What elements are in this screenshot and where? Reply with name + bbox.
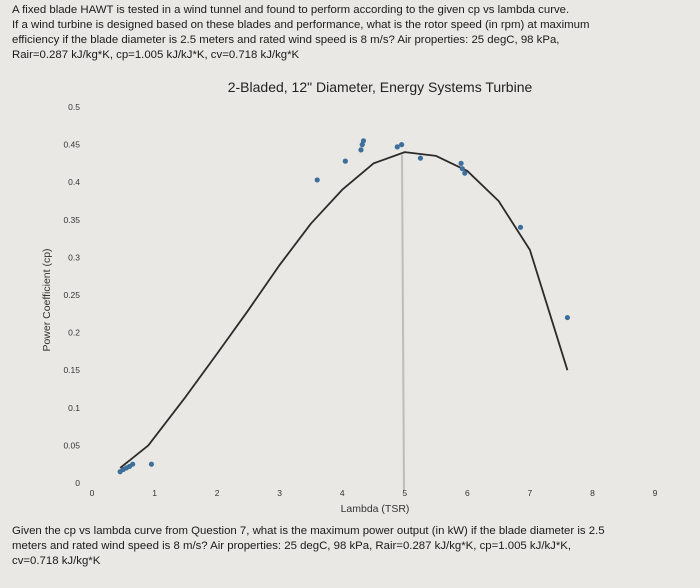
data-point bbox=[342, 158, 348, 164]
question-top-line: Rair=0.287 kJ/kg*K, cp=1.005 kJ/kJ*K, cv… bbox=[12, 49, 300, 61]
y-tick-label: 0.4 bbox=[68, 177, 80, 187]
x-tick-label: 7 bbox=[528, 488, 533, 498]
x-tick-label: 5 bbox=[402, 488, 407, 498]
y-tick-label: 0.1 bbox=[68, 403, 80, 413]
trendline-group bbox=[119, 151, 569, 469]
chart-title: 2-Bladed, 12" Diameter, Energy Systems T… bbox=[227, 79, 533, 95]
data-point bbox=[458, 160, 464, 166]
trendline bbox=[119, 151, 569, 469]
x-tick-label: 0 bbox=[90, 488, 95, 498]
data-point bbox=[358, 147, 364, 153]
question-top-line: If a wind turbine is designed based on t… bbox=[12, 19, 590, 31]
data-point bbox=[462, 170, 468, 176]
y-tick-label: 0.3 bbox=[68, 252, 80, 262]
tunnel-marker bbox=[401, 154, 405, 491]
question-bottom-line: Given the cp vs lambda curve from Questi… bbox=[12, 525, 605, 537]
data-point bbox=[517, 224, 524, 230]
y-tick-label: 0 bbox=[75, 478, 80, 488]
data-point bbox=[564, 314, 571, 321]
x-tick-label: 9 bbox=[653, 488, 658, 498]
question-top: A fixed blade HAWT is tested in a wind t… bbox=[12, 3, 692, 63]
y-tick-label: 0.2 bbox=[68, 328, 80, 338]
x-tick-label: 2 bbox=[215, 488, 220, 498]
x-tick-label: 6 bbox=[465, 488, 470, 498]
question-bottom: Given the cp vs lambda curve from Questi… bbox=[12, 524, 692, 569]
points-group bbox=[117, 138, 571, 475]
x-tick-label: 3 bbox=[277, 488, 282, 498]
y-tick-label: 0.05 bbox=[63, 440, 80, 450]
y-tick-label: 0.35 bbox=[63, 215, 80, 225]
data-point bbox=[394, 144, 400, 150]
y-ticks: 0 0.05 0.1 0.15 0.2 0.25 0.3 0.35 0.4 0.45 0.5 bbox=[63, 102, 80, 488]
y-tick-label: 0.5 bbox=[68, 102, 80, 112]
data-point bbox=[314, 177, 320, 183]
question-top-line: A fixed blade HAWT is tested in a wind t… bbox=[12, 4, 570, 16]
data-point bbox=[417, 155, 424, 161]
y-tick-label: 0.15 bbox=[63, 365, 80, 375]
question-top-line: efficiency if the blade diameter is 2.5 … bbox=[12, 34, 560, 46]
y-tick-label: 0.25 bbox=[63, 290, 80, 300]
y-axis-label: Power Coefficient (cp) bbox=[41, 248, 53, 351]
x-tick-label: 4 bbox=[340, 488, 345, 498]
x-ticks: 0 1 2 3 4 5 6 7 8 9 bbox=[90, 488, 658, 498]
x-axis-label: Lambda (TSR) bbox=[341, 503, 410, 515]
y-tick-label: 0.45 bbox=[63, 140, 80, 150]
question-bottom-line: cv=0.718 kJ/kg*K bbox=[12, 555, 101, 567]
data-point bbox=[399, 142, 405, 148]
data-point bbox=[148, 461, 155, 467]
x-tick-label: 1 bbox=[152, 488, 157, 498]
y-axis-label-group: Power Coefficient (cp) bbox=[41, 248, 53, 351]
x-tick-label: 8 bbox=[590, 488, 595, 498]
data-point bbox=[130, 461, 136, 467]
data-point bbox=[459, 166, 465, 172]
data-point bbox=[360, 138, 367, 144]
question-bottom-line: meters and rated wind speed is 8 m/s? Ai… bbox=[12, 540, 572, 552]
